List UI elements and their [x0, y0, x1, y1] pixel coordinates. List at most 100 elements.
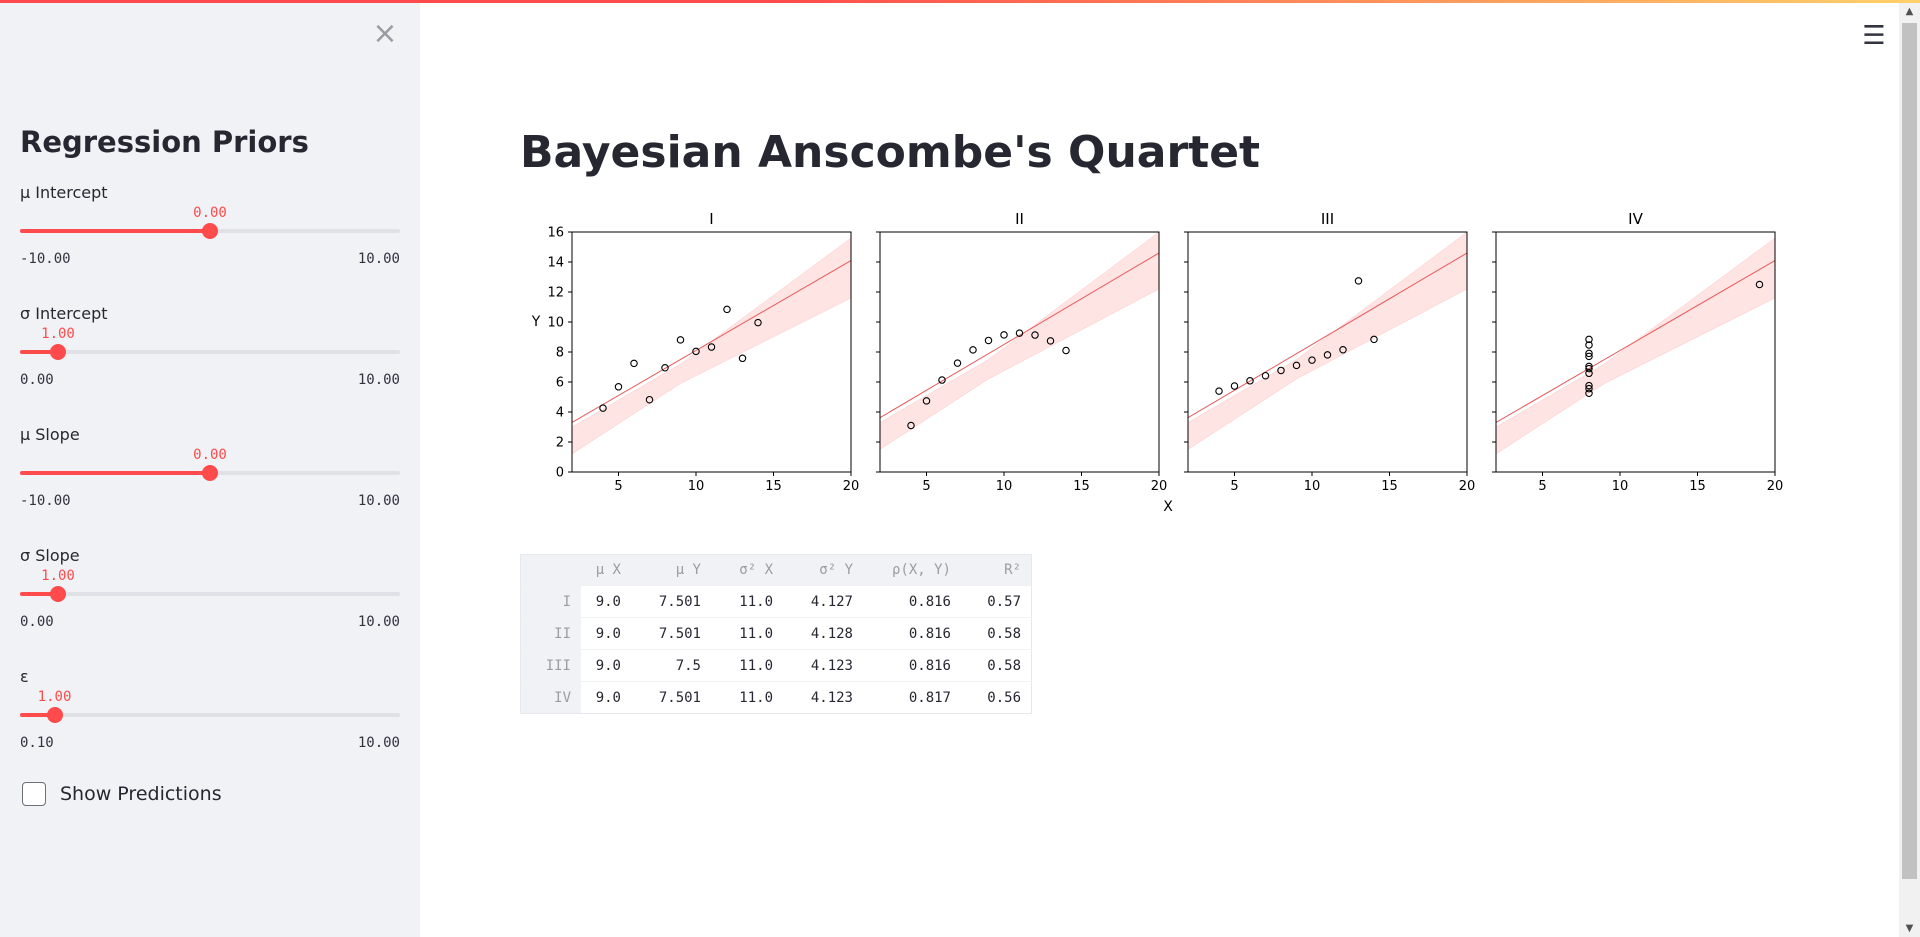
table-cell: 0.816 [863, 585, 961, 618]
slider-thumb[interactable] [50, 344, 66, 360]
data-point [1339, 346, 1347, 354]
x-tick-label: 15 [1381, 479, 1398, 494]
data-point [1354, 277, 1363, 285]
data-point [1215, 387, 1223, 395]
panel-II: II 5 10 15 20 [876, 210, 1167, 494]
data-point [1370, 335, 1378, 344]
slider[interactable]: ε 1.00 0.10 10.00 [20, 667, 400, 757]
data-point [922, 397, 931, 405]
column-header[interactable] [520, 554, 581, 586]
slider[interactable]: σ Slope 1.00 0.00 10.00 [20, 546, 400, 636]
table-cell: 11.0 [711, 617, 783, 650]
scrollbar-thumb[interactable] [1902, 23, 1917, 879]
data-point [1292, 361, 1301, 370]
column-header[interactable]: σ² Y [783, 554, 863, 586]
slider-track[interactable] [20, 344, 400, 360]
slider-min: 0.00 [20, 614, 54, 630]
x-axis-label: X [1163, 499, 1173, 515]
x-tick-label: 20 [1151, 479, 1168, 494]
x-tick-label: 10 [1304, 479, 1321, 494]
column-header[interactable]: R² [961, 554, 1032, 586]
slider-track[interactable] [20, 586, 400, 602]
y-tick-label: 14 [547, 256, 564, 271]
data-point [1046, 337, 1055, 345]
slider-thumb[interactable] [202, 465, 218, 481]
data-point [984, 336, 993, 345]
table-cell: 9.0 [581, 585, 631, 618]
table-cell: 0.57 [961, 585, 1032, 618]
scroll-down-arrow-icon[interactable]: ▼ [1905, 923, 1914, 934]
column-header[interactable]: μ X [581, 554, 631, 586]
data-point [1261, 371, 1270, 380]
slider-thumb[interactable] [50, 586, 66, 602]
data-point [723, 305, 731, 314]
data-point [953, 359, 962, 367]
data-point [1323, 351, 1332, 359]
hamburger-menu-icon[interactable]: ☰ [1862, 21, 1886, 51]
data-point [692, 347, 700, 356]
close-icon[interactable]: × [372, 16, 398, 51]
slider[interactable]: σ Intercept 1.00 0.00 10.00 [20, 304, 400, 394]
slider-label: σ Slope [20, 546, 80, 565]
slider-max: 10.00 [357, 735, 400, 751]
x-tick-label: 5 [1538, 479, 1546, 494]
slider[interactable]: μ Slope 0.00 -10.00 10.00 [20, 425, 400, 515]
show-predictions-checkbox[interactable]: Show Predictions [22, 782, 222, 806]
data-point [1585, 384, 1593, 393]
checkbox-box[interactable] [22, 782, 46, 806]
fit-line [1496, 260, 1775, 423]
panel-title: III [1321, 210, 1334, 228]
x-tick-label: 10 [996, 479, 1013, 494]
panel-plot-area [1188, 232, 1467, 450]
y-tick-label: 2 [556, 436, 564, 451]
sidebar: × Regression Priors μ Intercept 0.00 -10.0… [0, 3, 420, 937]
y-tick-label: 10 [547, 316, 564, 331]
data-point [1277, 366, 1285, 375]
slider-value: 1.00 [41, 326, 75, 342]
table-row: III 9.0 7.5 11.0 4.123 0.816 0.58 [520, 649, 1032, 682]
slider-track[interactable] [20, 707, 400, 723]
column-header[interactable]: μ Y [631, 554, 711, 586]
data-point [1031, 331, 1039, 339]
slider-min: -10.00 [20, 251, 71, 267]
credible-band [572, 237, 851, 455]
table-cell: 4.128 [783, 617, 863, 650]
table-cell: 7.501 [631, 585, 711, 618]
fit-line [880, 252, 1159, 419]
data-point [1755, 280, 1764, 289]
slider-track[interactable] [20, 223, 400, 239]
data-point [754, 318, 762, 327]
y-tick-label: 6 [556, 376, 564, 391]
page-title: Bayesian Anscombe's Quartet [520, 127, 1261, 178]
slider-track[interactable] [20, 465, 400, 481]
row-header: III [520, 649, 581, 682]
slider-thumb[interactable] [202, 223, 218, 239]
scroll-up-arrow-icon[interactable]: ▲ [1905, 6, 1914, 17]
slider-fill [20, 713, 55, 717]
slider-label: μ Intercept [20, 183, 108, 202]
data-point [969, 346, 977, 354]
data-point [599, 404, 607, 412]
table-cell: 0.816 [863, 617, 961, 650]
data-point [738, 354, 747, 363]
data-point [907, 421, 915, 430]
slider-thumb[interactable] [46, 707, 63, 723]
scrollbar[interactable]: ▲ ▼ [1899, 3, 1920, 937]
slider-min: 0.10 [20, 735, 54, 751]
row-header: II [520, 617, 581, 650]
panel-title: II [1015, 210, 1024, 228]
data-point [645, 395, 654, 404]
column-header[interactable]: ρ(X, Y) [863, 554, 961, 586]
slider[interactable]: μ Intercept 0.00 -10.00 10.00 [20, 183, 400, 273]
slider-max: 10.00 [357, 493, 400, 509]
x-tick-label: 5 [922, 479, 930, 494]
y-tick-label: 12 [547, 286, 564, 301]
panel-title: I [709, 210, 713, 228]
data-point [938, 376, 946, 384]
column-header[interactable]: σ² X [711, 554, 783, 586]
top-decoration-bar [0, 0, 1920, 3]
panel-plot-area [880, 232, 1159, 450]
panel-IV: IV 5 10 15 20 [1492, 210, 1783, 494]
x-tick-label: 10 [688, 479, 705, 494]
panel-plot-area [1496, 237, 1775, 455]
